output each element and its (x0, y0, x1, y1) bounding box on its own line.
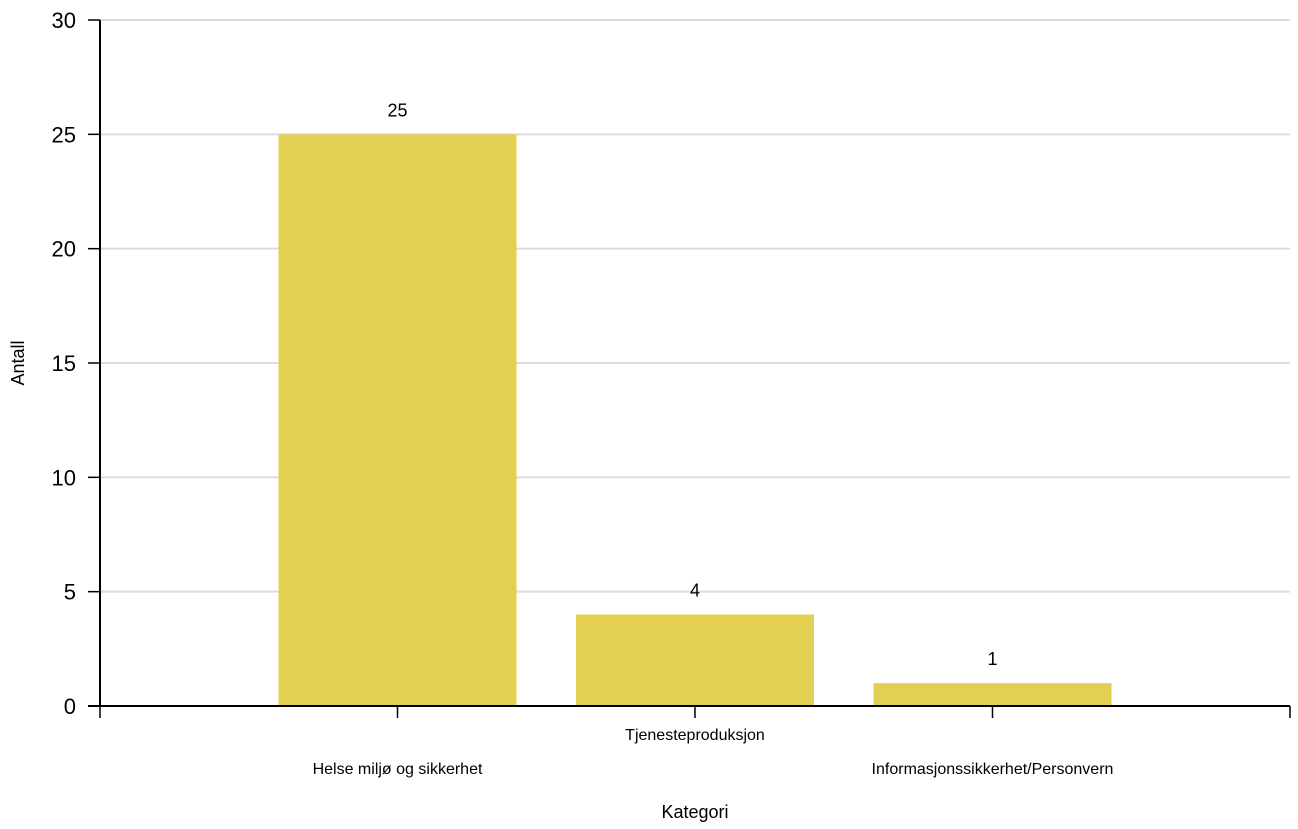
y-tick-label: 15 (52, 351, 76, 376)
bars (278, 134, 1112, 707)
data-labels: 25 4 1 (387, 100, 997, 669)
x-tick-label: Helse miljø og sikkerhet (313, 761, 483, 778)
y-tick-label: 0 (64, 694, 76, 719)
y-tick-label: 30 (52, 8, 76, 33)
data-label: 1 (987, 649, 997, 669)
bar (873, 683, 1112, 706)
y-tick-label: 10 (52, 465, 76, 490)
x-tick-label: Informasjonssikkerhet/Personvern (872, 761, 1114, 778)
x-tick-label: Tjenesteproduksjon (625, 727, 765, 744)
bar (278, 134, 517, 707)
y-tick-label: 25 (52, 122, 76, 147)
x-axis-title: Kategori (661, 802, 728, 822)
y-axis-ticks: 0 5 10 15 20 25 30 (52, 8, 100, 719)
y-tick-label: 5 (64, 580, 76, 605)
data-label: 25 (387, 100, 407, 120)
bar (576, 614, 814, 706)
y-axis-title: Antall (8, 340, 28, 385)
x-axis-ticks: Helse miljø og sikkerhet Tjenesteproduksj… (99, 706, 1291, 778)
data-label: 4 (690, 581, 700, 601)
y-tick-label: 20 (52, 237, 76, 262)
